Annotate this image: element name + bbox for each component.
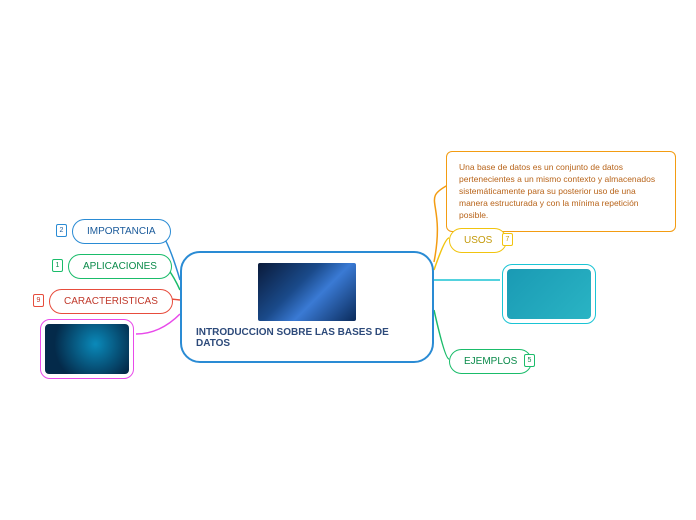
definition-note[interactable]: Una base de datos es un conjunto de dato… bbox=[446, 151, 676, 232]
branch-aplicaciones[interactable]: APLICACIONES bbox=[68, 254, 172, 279]
note-text: Una base de datos es un conjunto de dato… bbox=[459, 162, 655, 220]
badge-number: 7 bbox=[506, 236, 510, 243]
branch-caracteristicas[interactable]: CARACTERISTICAS bbox=[49, 289, 173, 314]
thumb-left-image bbox=[45, 324, 129, 374]
thumb-right[interactable] bbox=[502, 264, 596, 324]
badge-caracteristicas[interactable]: 9 bbox=[33, 294, 44, 307]
badge-ejemplos[interactable]: 5 bbox=[524, 354, 535, 367]
badge-number: 1 bbox=[56, 262, 60, 269]
branch-ejemplos[interactable]: EJEMPLOS bbox=[449, 349, 532, 374]
thumb-left[interactable] bbox=[40, 319, 134, 379]
badge-importancia[interactable]: 2 bbox=[56, 224, 67, 237]
badge-number: 9 bbox=[37, 297, 41, 304]
badge-number: 5 bbox=[528, 357, 532, 364]
badge-number: 2 bbox=[60, 227, 64, 234]
branch-label: CARACTERISTICAS bbox=[64, 296, 158, 307]
central-node[interactable]: INTRODUCCION SOBRE LAS BASES DE DATOS bbox=[180, 251, 434, 363]
central-image bbox=[258, 263, 356, 321]
branch-label: EJEMPLOS bbox=[464, 356, 517, 367]
branch-label: APLICACIONES bbox=[83, 261, 157, 272]
central-title: INTRODUCCION SOBRE LAS BASES DE DATOS bbox=[196, 327, 418, 349]
branch-importancia[interactable]: IMPORTANCIA bbox=[72, 219, 171, 244]
branch-usos[interactable]: USOS bbox=[449, 228, 507, 253]
thumb-right-image bbox=[507, 269, 591, 319]
badge-aplicaciones[interactable]: 1 bbox=[52, 259, 63, 272]
branch-label: USOS bbox=[464, 235, 492, 246]
badge-usos[interactable]: 7 bbox=[502, 233, 513, 246]
branch-label: IMPORTANCIA bbox=[87, 226, 156, 237]
